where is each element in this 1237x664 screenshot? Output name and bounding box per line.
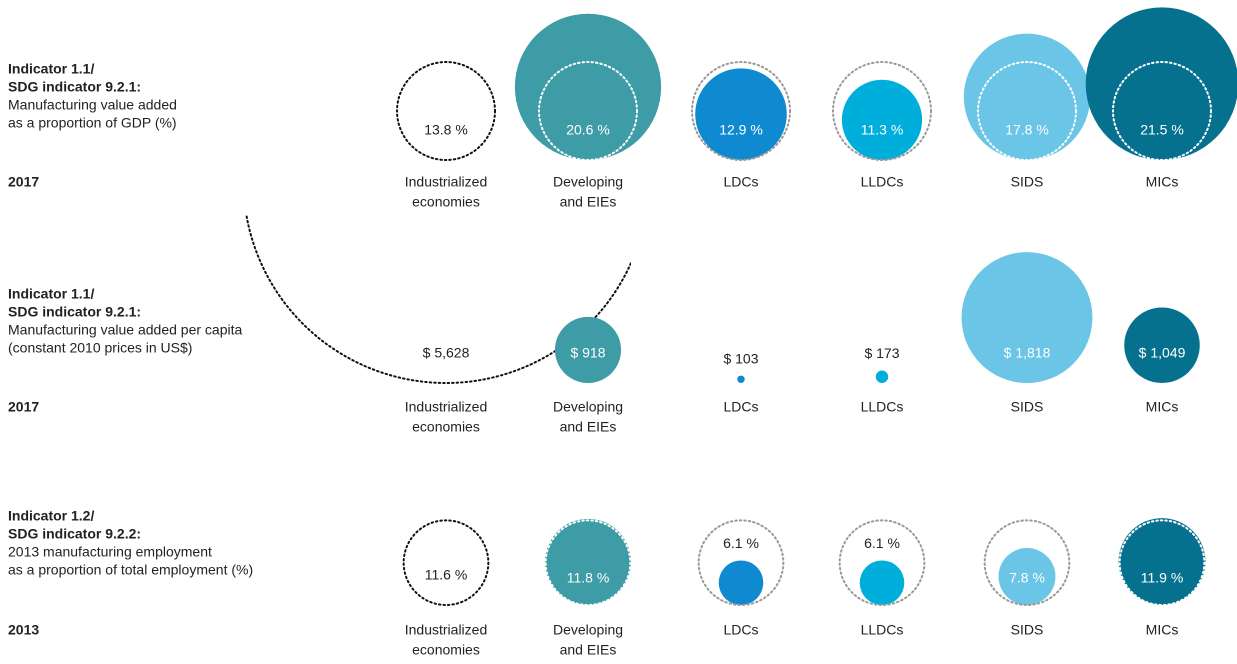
category-label: LLDCs bbox=[861, 174, 904, 190]
value-label: $ 918 bbox=[570, 345, 605, 361]
category-label: Developing bbox=[553, 622, 623, 638]
value-label: 21.5 % bbox=[1140, 122, 1184, 138]
value-label: 11.8 % bbox=[567, 570, 610, 586]
value-label: 11.6 % bbox=[425, 567, 468, 583]
category-label: and EIEs bbox=[560, 642, 617, 658]
bubble bbox=[554, 316, 622, 383]
bubble bbox=[514, 13, 662, 160]
bubble bbox=[875, 370, 889, 383]
category-label: and EIEs bbox=[560, 419, 617, 435]
reference-ring bbox=[538, 61, 638, 162]
reference-ring bbox=[1118, 519, 1206, 606]
category-label: and EIEs bbox=[560, 194, 617, 210]
value-label: 11.3 % bbox=[861, 122, 904, 138]
value-label: 6.1 % bbox=[723, 535, 759, 551]
category-label: economies bbox=[412, 194, 480, 210]
bubble-outline bbox=[396, 61, 496, 162]
category-label: LDCs bbox=[723, 399, 758, 415]
bubble bbox=[544, 518, 632, 605]
category-label: LDCs bbox=[723, 174, 758, 190]
bubble-outline bbox=[402, 519, 490, 606]
category-label: Industrialized bbox=[405, 174, 488, 190]
bubble bbox=[1085, 7, 1237, 160]
indicator-subtitle: Manufacturing value added bbox=[8, 97, 177, 113]
indicator-subtitle: (constant 2010 prices in US$) bbox=[8, 340, 192, 356]
indicator-subtitle: as a proportion of total employment (%) bbox=[8, 562, 253, 578]
indicator-title: SDG indicator 9.2.2: bbox=[8, 526, 141, 542]
category-label: MICs bbox=[1146, 399, 1179, 415]
value-label: 20.6 % bbox=[566, 122, 610, 138]
bubble bbox=[718, 560, 764, 605]
bubble bbox=[841, 79, 923, 160]
category-label: economies bbox=[412, 419, 480, 435]
category-label: MICs bbox=[1146, 622, 1179, 638]
year: 2017 bbox=[8, 174, 39, 190]
category-label: SIDS bbox=[1011, 399, 1044, 415]
value-label: $ 173 bbox=[864, 345, 899, 361]
bubble bbox=[998, 548, 1056, 606]
value-label: 11.9 % bbox=[1141, 570, 1184, 586]
indicator-title: Indicator 1.2/ bbox=[8, 508, 94, 524]
category-label: Developing bbox=[553, 399, 623, 415]
category-label: Developing bbox=[553, 174, 623, 190]
value-label: $ 103 bbox=[723, 350, 758, 366]
bubble bbox=[859, 560, 905, 605]
category-label: SIDS bbox=[1011, 622, 1044, 638]
indicator-title: SDG indicator 9.2.1: bbox=[8, 304, 141, 320]
value-label: 6.1 % bbox=[864, 535, 900, 551]
reference-ring bbox=[697, 519, 785, 606]
bubble bbox=[1118, 518, 1206, 605]
reference-ring bbox=[544, 519, 632, 606]
indicator-title: Indicator 1.1/ bbox=[8, 61, 94, 77]
category-label: LDCs bbox=[723, 622, 758, 638]
category-label: MICs bbox=[1146, 174, 1179, 190]
category-label: LLDCs bbox=[861, 622, 904, 638]
indicator-subtitle: Manufacturing value added per capita bbox=[8, 322, 242, 338]
year: 2017 bbox=[8, 399, 39, 415]
value-label: $ 5,628 bbox=[423, 345, 470, 361]
indicator-title: SDG indicator 9.2.1: bbox=[8, 79, 141, 95]
reference-ring bbox=[1112, 61, 1212, 162]
bubble bbox=[961, 252, 1093, 383]
reference-ring bbox=[691, 61, 791, 162]
category-label: LLDCs bbox=[861, 399, 904, 415]
value-label: $ 1,818 bbox=[1004, 345, 1051, 361]
reference-ring bbox=[983, 519, 1071, 606]
reference-ring bbox=[838, 519, 926, 606]
reference-ring bbox=[832, 61, 932, 162]
value-label: 12.9 % bbox=[719, 122, 763, 138]
year: 2013 bbox=[8, 622, 39, 638]
bubble bbox=[963, 33, 1091, 161]
reference-ring bbox=[977, 61, 1077, 162]
category-label: Industrialized bbox=[405, 622, 488, 638]
category-label: economies bbox=[412, 642, 480, 658]
value-label: 13.8 % bbox=[424, 122, 468, 138]
category-label: Industrialized bbox=[405, 399, 488, 415]
category-label: SIDS bbox=[1011, 174, 1044, 190]
value-label: 17.8 % bbox=[1005, 122, 1049, 138]
value-label: $ 1,049 bbox=[1139, 345, 1186, 361]
indicator-title: Indicator 1.1/ bbox=[8, 286, 94, 302]
indicator-subtitle: 2013 manufacturing employment bbox=[8, 544, 212, 560]
bubble bbox=[1124, 307, 1200, 383]
bubble bbox=[695, 68, 787, 160]
indicator-subtitle: as a proportion of GDP (%) bbox=[8, 115, 177, 131]
value-label: 7.8 % bbox=[1009, 570, 1045, 586]
bubble bbox=[737, 375, 745, 383]
